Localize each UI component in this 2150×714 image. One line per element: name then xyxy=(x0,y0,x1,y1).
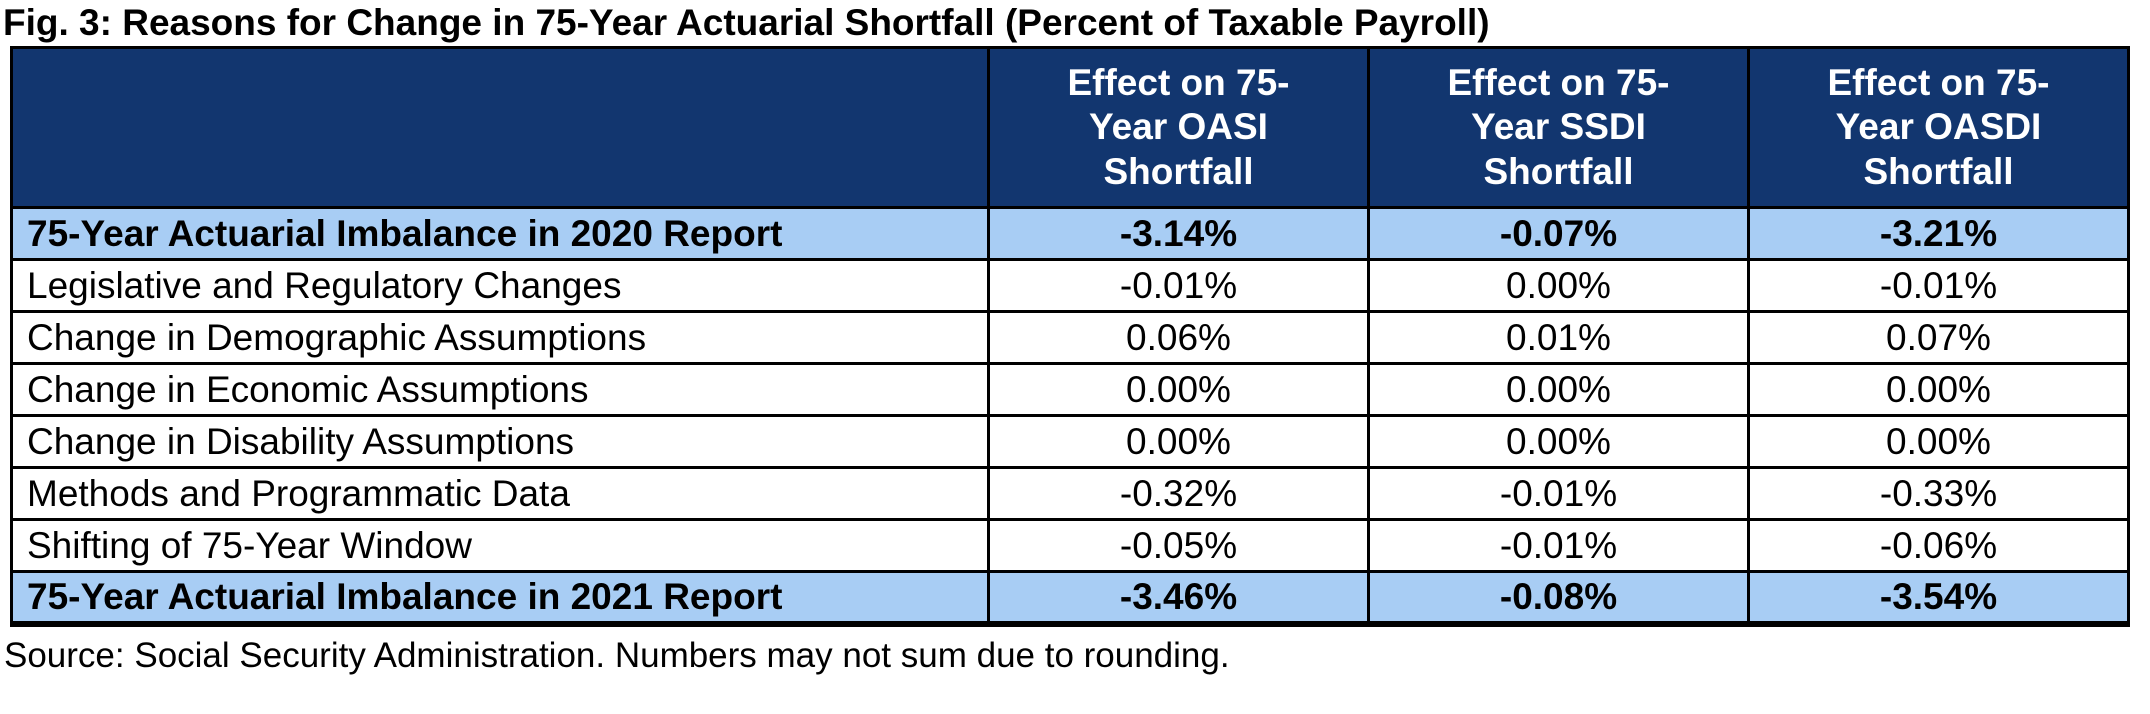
table-row: Shifting of 75-Year Window -0.05% -0.01% -0… xyxy=(10,518,2130,573)
header-cell-empty xyxy=(10,46,990,209)
header-cell-ssdi: Effect on 75- Year SSDI Shortfall xyxy=(1367,46,1750,209)
value-cell-ssdi: 0.01% xyxy=(1367,310,1750,365)
row-label: Change in Disability Assumptions xyxy=(10,414,990,469)
value-cell-oasdi: -3.54% xyxy=(1747,570,2130,625)
value-cell-oasi: 0.00% xyxy=(987,362,1370,417)
value-cell-ssdi: 0.00% xyxy=(1367,258,1750,313)
value-cell-ssdi: 0.00% xyxy=(1367,362,1750,417)
table-row: Change in Economic Assumptions 0.00% 0.00%… xyxy=(10,362,2130,417)
value-cell-oasdi: -3.21% xyxy=(1747,206,2130,261)
row-label: 75-Year Actuarial Imbalance in 2021 Repo… xyxy=(10,570,990,625)
row-label: Change in Demographic Assumptions xyxy=(10,310,990,365)
value-cell-oasdi: -0.01% xyxy=(1747,258,2130,313)
table-row: 75-Year Actuarial Imbalance in 2021 Repo… xyxy=(10,570,2130,625)
value-cell-ssdi: 0.00% xyxy=(1367,414,1750,469)
header-cell-oasi: Effect on 75- Year OASI Shortfall xyxy=(987,46,1370,209)
value-cell-oasi: -0.01% xyxy=(987,258,1370,313)
value-cell-oasi: -3.46% xyxy=(987,570,1370,625)
figure-title: Fig. 3: Reasons for Change in 75-Year Ac… xyxy=(3,2,1490,43)
value-cell-ssdi: -0.07% xyxy=(1367,206,1750,261)
header-row: Effect on 75- Year OASI Shortfall Effect… xyxy=(10,46,2130,209)
value-cell-oasdi: 0.00% xyxy=(1747,362,2130,417)
value-cell-oasi: 0.06% xyxy=(987,310,1370,365)
value-cell-oasdi: 0.07% xyxy=(1747,310,2130,365)
row-label: Methods and Programmatic Data xyxy=(10,466,990,521)
value-cell-oasi: -0.32% xyxy=(987,466,1370,521)
table-row: 75-Year Actuarial Imbalance in 2020 Repo… xyxy=(10,206,2130,261)
row-label: 75-Year Actuarial Imbalance in 2020 Repo… xyxy=(10,206,990,261)
table-body: 75-Year Actuarial Imbalance in 2020 Repo… xyxy=(10,206,2130,625)
value-cell-ssdi: -0.08% xyxy=(1367,570,1750,625)
table-row: Change in Disability Assumptions 0.00% 0.0… xyxy=(10,414,2130,469)
table-row: Legislative and Regulatory Changes -0.01%… xyxy=(10,258,2130,313)
row-label: Legislative and Regulatory Changes xyxy=(10,258,990,313)
table-row: Methods and Programmatic Data -0.32% -0.01… xyxy=(10,466,2130,521)
shortfall-table: Effect on 75- Year OASI Shortfall Effect… xyxy=(10,46,2130,627)
value-cell-oasi: -3.14% xyxy=(987,206,1370,261)
value-cell-ssdi: -0.01% xyxy=(1367,518,1750,573)
header-cell-oasdi: Effect on 75- Year OASDI Shortfall xyxy=(1747,46,2130,209)
value-cell-oasi: 0.00% xyxy=(987,414,1370,469)
value-cell-ssdi: -0.01% xyxy=(1367,466,1750,521)
source-note: Source: Social Security Administration. … xyxy=(4,635,1230,675)
value-cell-oasi: -0.05% xyxy=(987,518,1370,573)
value-cell-oasdi: -0.06% xyxy=(1747,518,2130,573)
row-label: Shifting of 75-Year Window xyxy=(10,518,990,573)
table-row: Change in Demographic Assumptions 0.06% 0.… xyxy=(10,310,2130,365)
value-cell-oasdi: -0.33% xyxy=(1747,466,2130,521)
value-cell-oasdi: 0.00% xyxy=(1747,414,2130,469)
row-label: Change in Economic Assumptions xyxy=(10,362,990,417)
